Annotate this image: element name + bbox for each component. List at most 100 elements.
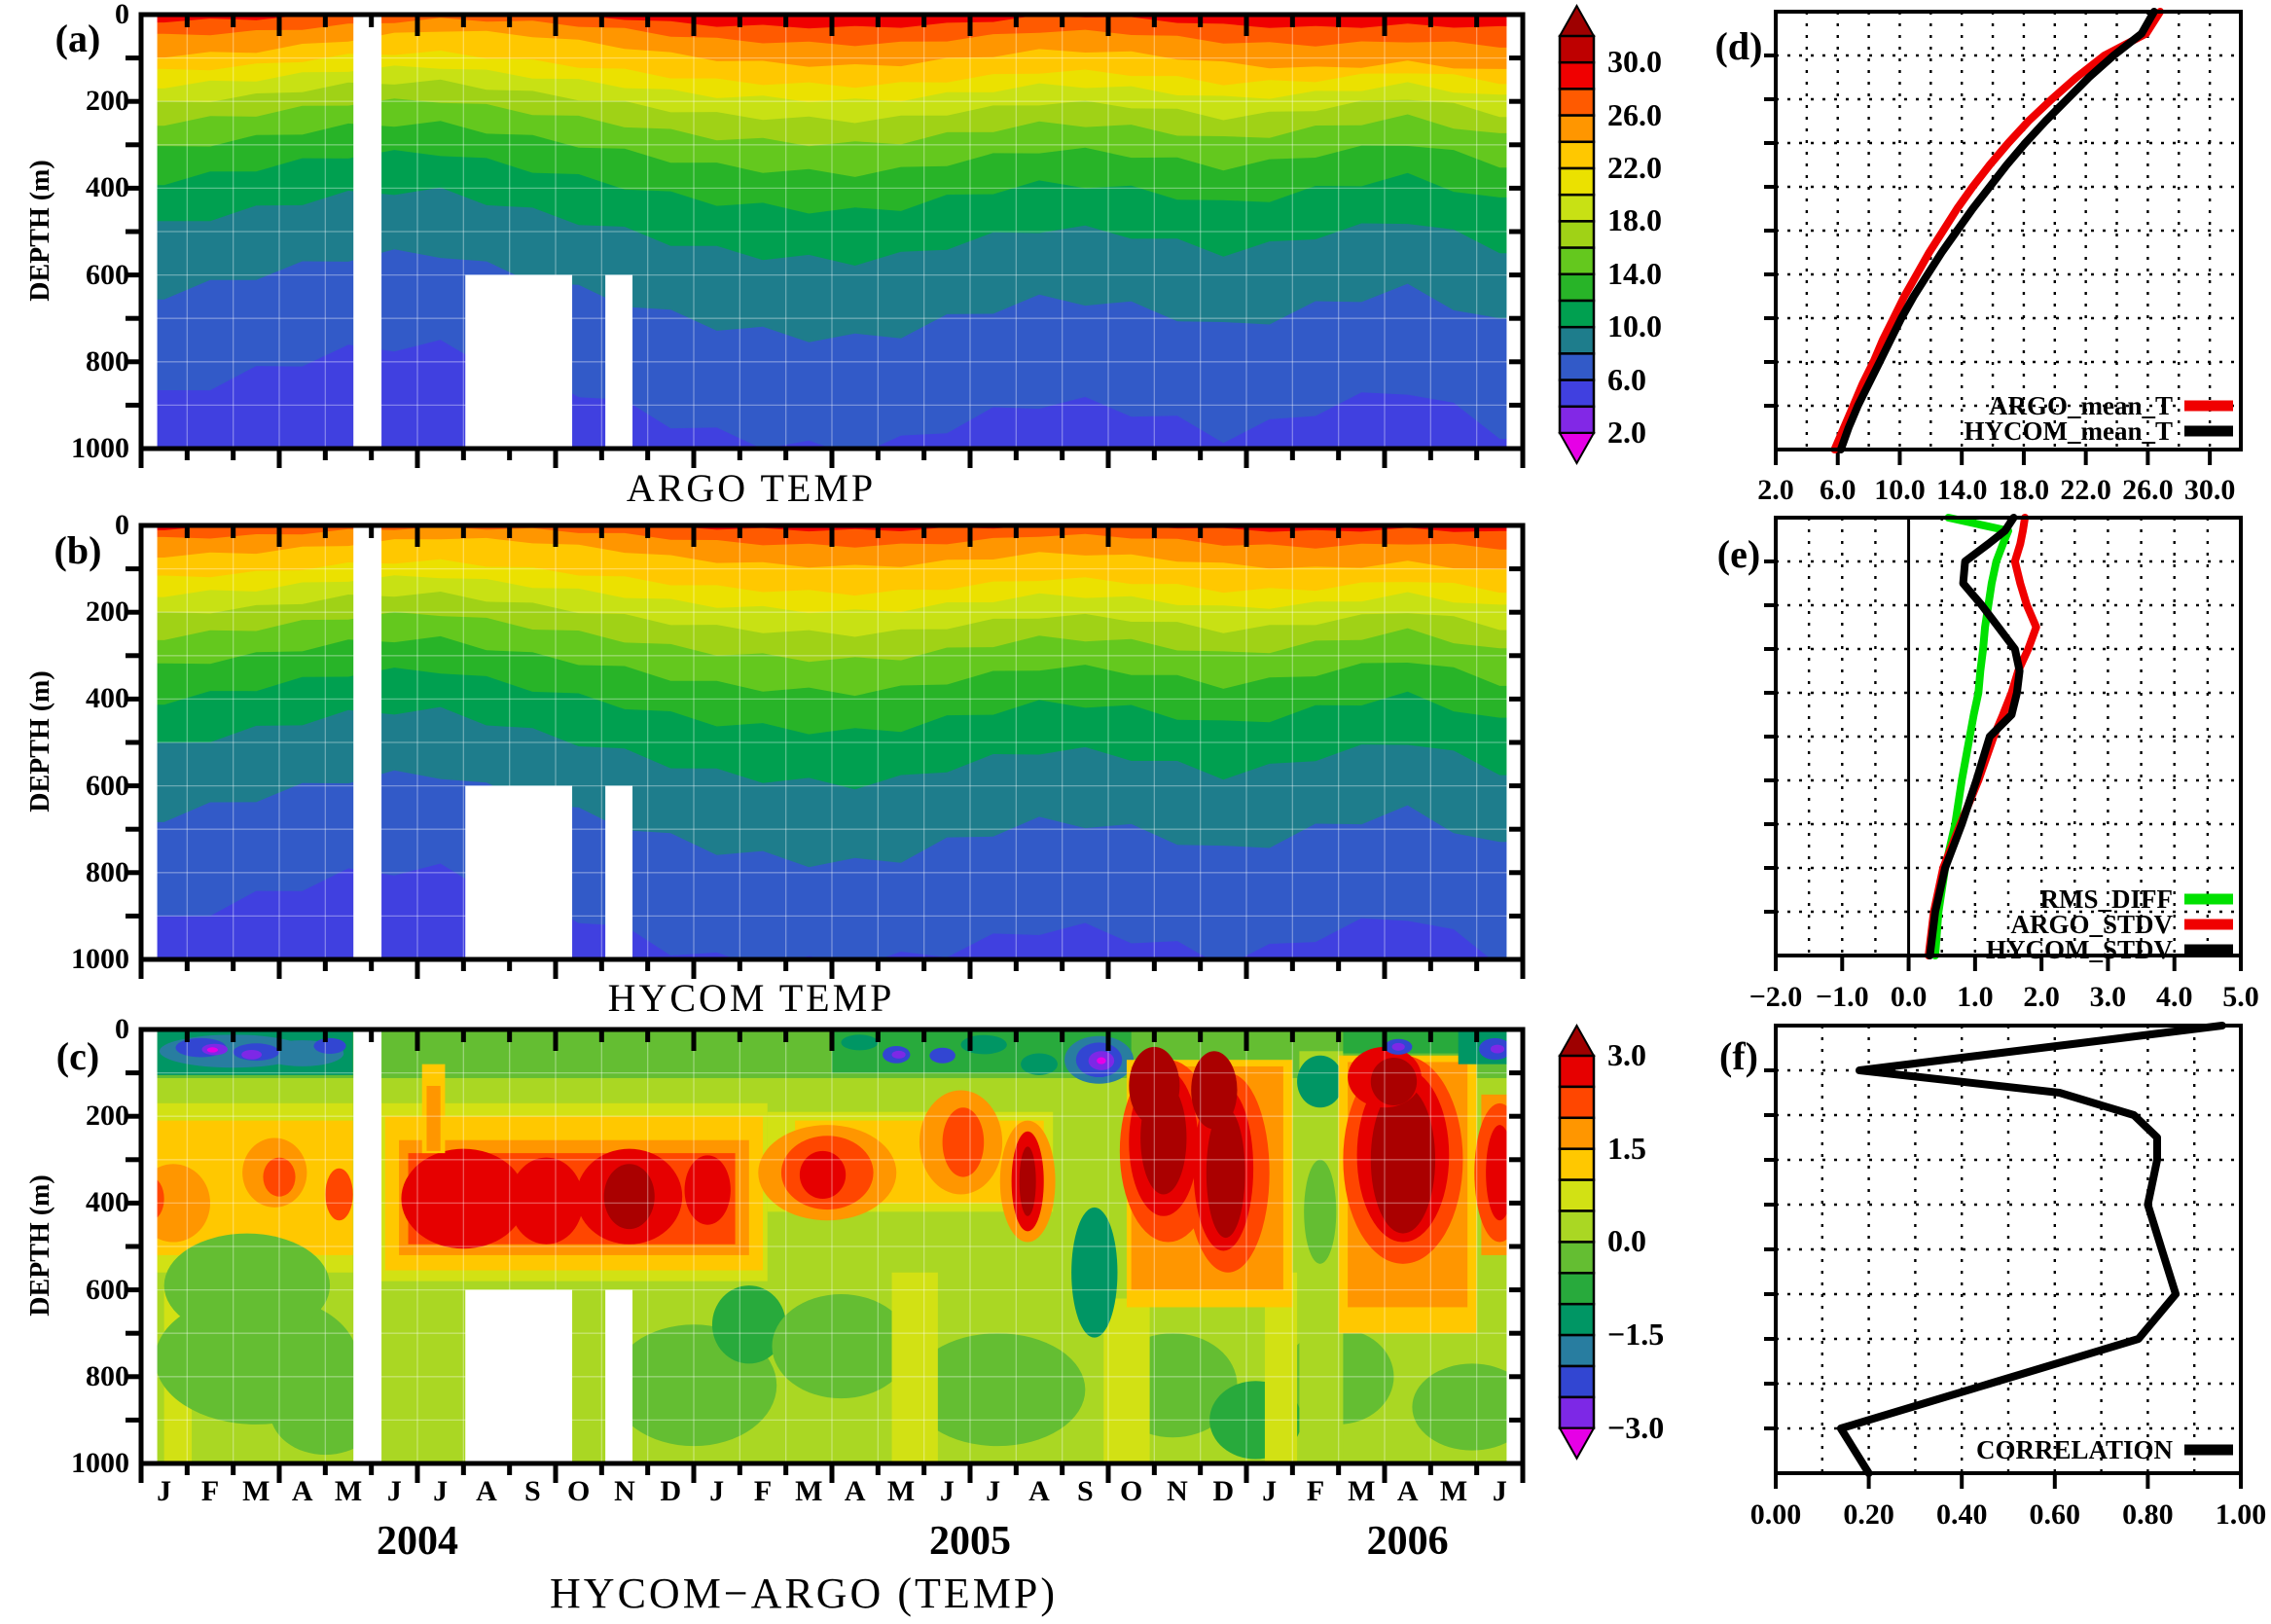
panel-c-letter: (c) [55, 1034, 100, 1078]
x-tick-label: 0.60 [2029, 1498, 2081, 1531]
month-label: J [1492, 1475, 1507, 1507]
month-label: F [1306, 1475, 1325, 1507]
x-tick-label: 10.0 [1874, 474, 1926, 506]
depth-tick-label: 1000 [71, 432, 129, 464]
x-tick-label: 4.0 [2155, 981, 2193, 1013]
month-label: A [1028, 1475, 1050, 1507]
month-label: D [1212, 1475, 1235, 1507]
colorbar-tick-label: 22.0 [1607, 150, 1662, 185]
month-label: S [1076, 1475, 1094, 1507]
x-tick-label: 3.0 [2089, 981, 2127, 1013]
contour-panel-hycom-minus-argo [126, 1027, 1526, 1483]
month-label: F [200, 1475, 220, 1507]
legend-label-argo_stdv: ARGO_STDV [2010, 910, 2173, 939]
year-label: 2005 [929, 1519, 1011, 1564]
month-label: J [709, 1475, 725, 1507]
x-tick-label: −1.0 [1815, 981, 1869, 1013]
colorbar-tick-label: 1.5 [1607, 1130, 1646, 1166]
contour-panel-hycom-temp [126, 523, 1526, 979]
colorbar-tick-label: 2.0 [1607, 415, 1646, 450]
x-tick-label: −2.0 [1748, 981, 1803, 1013]
month-label: O [1119, 1475, 1143, 1507]
colorbar-tick-label: 0.0 [1607, 1223, 1646, 1259]
x-tick-label: 5.0 [2222, 981, 2259, 1013]
depth-tick-label: 0 [115, 1013, 129, 1045]
panel-d-letter: (d) [1714, 24, 1763, 68]
legend-label-hycom_stdv: HYCOM_STDV [1986, 935, 2174, 964]
panel-b-letter: (b) [54, 528, 102, 572]
colorbar-tick-label: 10.0 [1607, 308, 1662, 344]
month-label: J [1262, 1475, 1278, 1507]
contour-panel-argo-temp [126, 12, 1526, 468]
year-label: 2006 [1366, 1519, 1449, 1564]
month-label: A [291, 1475, 313, 1507]
x-tick-label: 0.40 [1935, 1498, 1988, 1531]
panel-e-letter: (e) [1716, 532, 1761, 576]
depth-tick-label: 400 [86, 1186, 129, 1219]
x-tick-label: 0.20 [1843, 1498, 1894, 1531]
colorbar-tick-label: 26.0 [1607, 96, 1662, 132]
x-tick-label: 22.0 [2060, 474, 2111, 506]
legend-label-hycom_mean_t: HYCOM_mean_T [1965, 416, 2173, 446]
depth-tick-label: 1000 [71, 1447, 129, 1479]
x-tick-label: 26.0 [2122, 474, 2174, 506]
x-tick-label: 30.0 [2183, 474, 2236, 506]
month-label: N [614, 1475, 635, 1507]
month-label: J [986, 1475, 1001, 1507]
x-tick-label: 1.0 [1957, 981, 1994, 1013]
colorbar-temp [1558, 3, 1596, 466]
month-label: O [566, 1475, 591, 1507]
month-label: A [476, 1475, 497, 1507]
depth-tick-label: 800 [86, 344, 129, 378]
depth-tick-label: 400 [86, 682, 129, 715]
panel-f-letter: (f) [1719, 1034, 1758, 1078]
x-tick-label: 2.0 [2023, 981, 2060, 1013]
depth-axis-label-c: DEPTH (m) [25, 1174, 55, 1317]
depth-tick-label: 1000 [71, 943, 129, 975]
month-label: M [886, 1475, 916, 1507]
month-label: M [795, 1475, 823, 1507]
colorbar-tick-label: 18.0 [1607, 202, 1662, 238]
depth-axis-label-a: DEPTH (m) [25, 160, 55, 302]
x-tick-label: 6.0 [1819, 474, 1856, 506]
month-label: M [242, 1475, 270, 1507]
x-tick-label: 18.0 [1998, 474, 2050, 506]
month-label: J [939, 1475, 955, 1507]
colorbar-tick-label: −1.5 [1607, 1317, 1665, 1353]
month-label: D [660, 1475, 682, 1507]
x-tick-label: 0.00 [1749, 1498, 1802, 1531]
legend-label-rms_diff: RMS_DIFF [2040, 884, 2174, 914]
depth-tick-label: 200 [86, 85, 129, 118]
month-label: S [523, 1475, 541, 1507]
x-tick-label: 2.0 [1757, 474, 1794, 506]
month-label: J [386, 1475, 402, 1507]
panel-a-title: ARGO TEMP [626, 466, 877, 510]
panel-b-title: HYCOM TEMP [607, 976, 895, 1020]
depth-tick-label: 800 [86, 855, 129, 888]
month-label: J [433, 1475, 449, 1507]
profile-panel-correlation: CORRELATION [1764, 1022, 2243, 1489]
year-label: 2004 [377, 1519, 458, 1564]
depth-tick-label: 600 [86, 258, 129, 291]
depth-tick-label: 200 [86, 1100, 129, 1133]
depth-tick-label: 0 [115, 0, 129, 30]
colorbar-tick-label: 6.0 [1607, 361, 1646, 397]
legend-label-argo_mean_t: ARGO_mean_T [1989, 391, 2173, 420]
colorbar-diff [1558, 1023, 1596, 1461]
month-label: M [1439, 1475, 1468, 1507]
depth-tick-label: 0 [115, 509, 129, 541]
colorbar-tick-label: 30.0 [1607, 44, 1662, 80]
depth-tick-label: 200 [86, 595, 129, 629]
legend-label-correlation: CORRELATION [1976, 1435, 2174, 1464]
month-label: F [753, 1475, 773, 1507]
colorbar-tick-label: 3.0 [1607, 1037, 1646, 1072]
depth-tick-label: 600 [86, 1273, 129, 1306]
month-label: A [844, 1475, 866, 1507]
month-label: N [1167, 1475, 1188, 1507]
depth-axis-label-b: DEPTH (m) [25, 670, 55, 812]
month-label: A [1396, 1475, 1419, 1507]
x-tick-label: 0.0 [1890, 981, 1928, 1013]
